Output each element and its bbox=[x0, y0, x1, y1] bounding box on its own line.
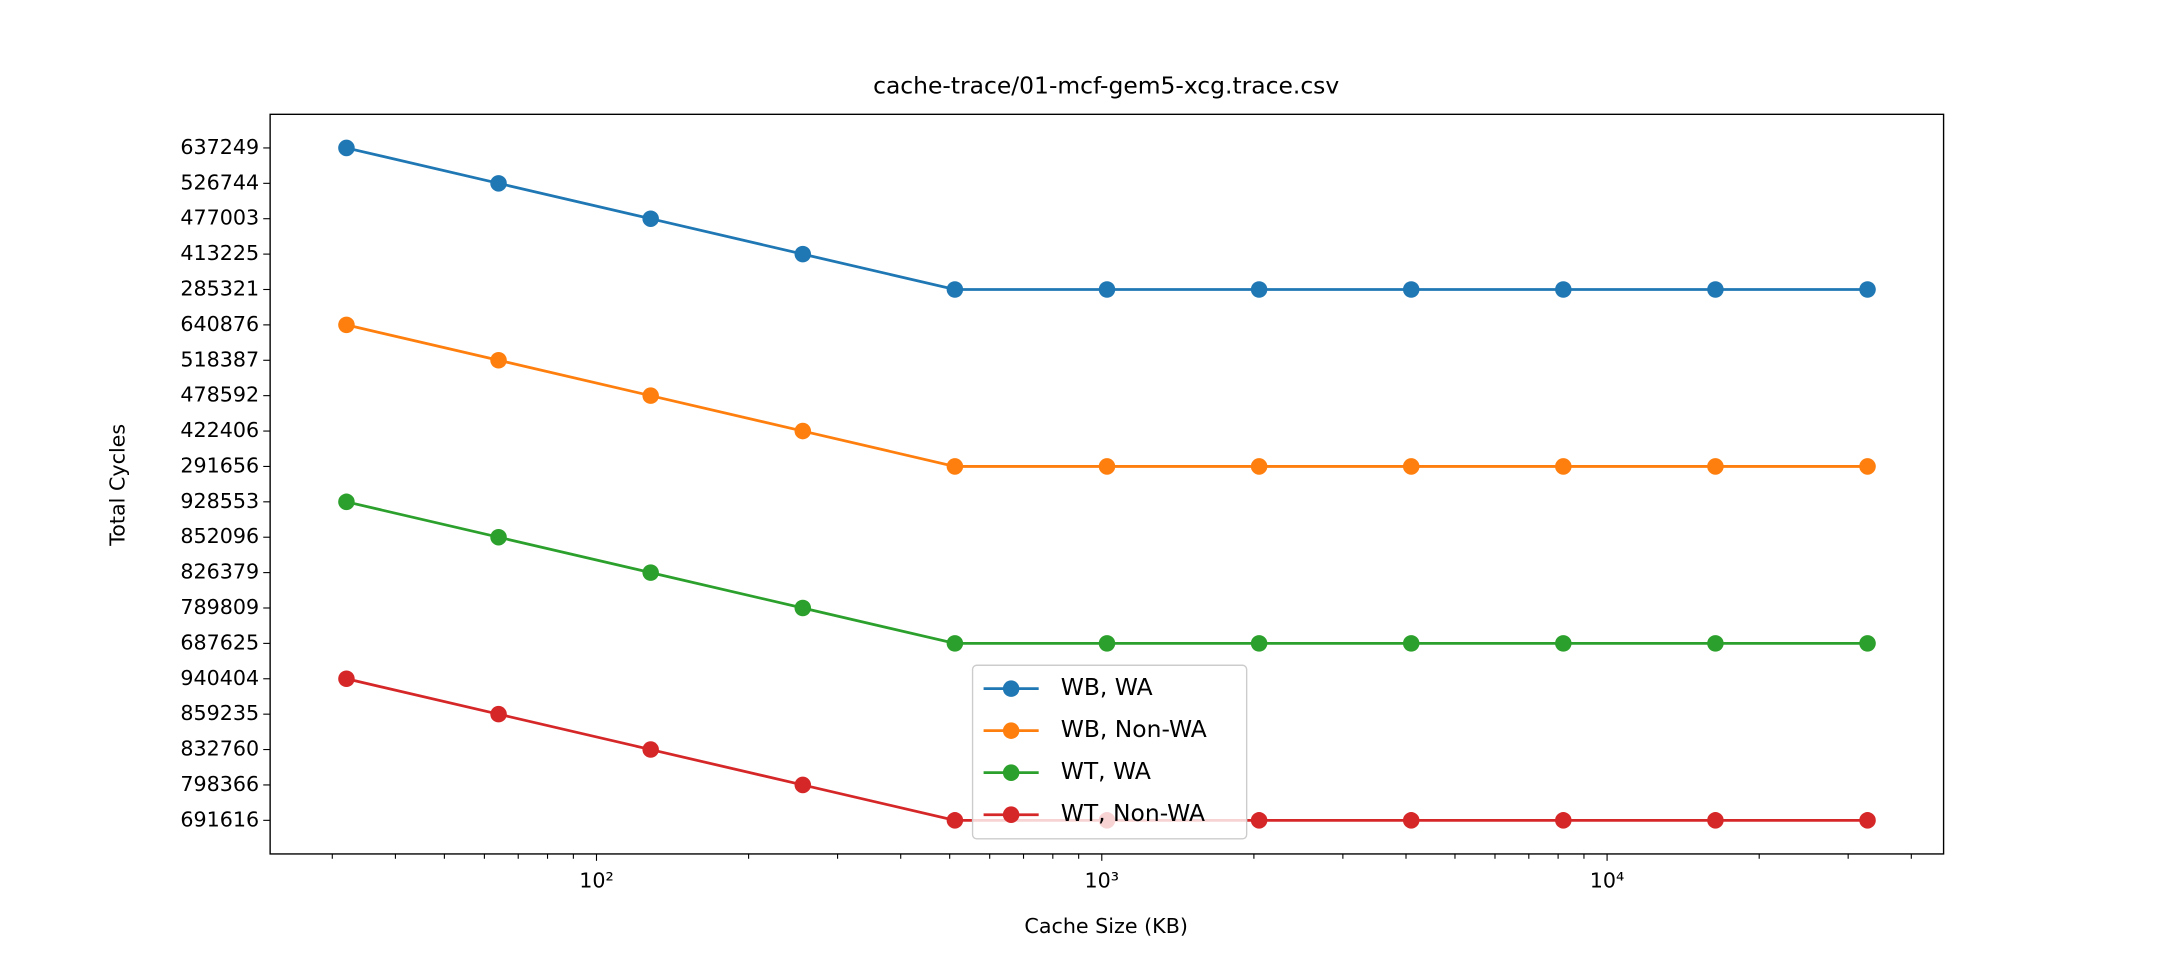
y-tick-label: 691616 bbox=[180, 807, 259, 831]
data-point bbox=[1098, 281, 1116, 298]
series-line bbox=[346, 146, 1868, 291]
data-point bbox=[1555, 458, 1572, 475]
y-tick-label: 640876 bbox=[180, 312, 259, 336]
legend-marker bbox=[1002, 806, 1020, 823]
legend: WB, WA WB, Non-WA WT, WA WT, Non-WA bbox=[971, 664, 1248, 840]
legend-label: WB, Non-WA bbox=[1061, 715, 1207, 743]
data-point bbox=[1555, 635, 1572, 652]
y-axis-label: Total Cycles bbox=[106, 424, 130, 547]
data-point bbox=[946, 635, 964, 652]
data-point bbox=[338, 316, 355, 334]
data-point bbox=[1402, 635, 1420, 652]
data-point bbox=[946, 281, 964, 298]
data-point bbox=[642, 741, 659, 758]
legend-label: WB, WA bbox=[1061, 673, 1153, 701]
y-tick-label: 798366 bbox=[180, 772, 259, 796]
legend-marker bbox=[1002, 764, 1020, 781]
chart-title: cache-trace/01-mcf-gem5-xcg.trace.csv bbox=[873, 71, 1339, 99]
y-tick-label: 413225 bbox=[180, 241, 259, 265]
y-tick-label: 852096 bbox=[180, 524, 259, 548]
data-point bbox=[1555, 281, 1572, 298]
y-tick-label: 940404 bbox=[180, 666, 259, 690]
data-point bbox=[490, 352, 507, 369]
data-point bbox=[490, 705, 507, 723]
data-point bbox=[642, 564, 659, 581]
data-point bbox=[642, 210, 659, 227]
y-tick-label: 478592 bbox=[180, 383, 259, 407]
legend-marker bbox=[1002, 722, 1020, 739]
x-tick-label: 10³ bbox=[1085, 868, 1120, 892]
data-point bbox=[490, 528, 507, 546]
plot-frame bbox=[269, 113, 1945, 855]
data-point bbox=[794, 776, 812, 794]
data-point bbox=[1859, 458, 1876, 475]
data-point bbox=[1859, 281, 1876, 298]
series-line bbox=[346, 500, 1868, 645]
y-tick-label: 687625 bbox=[180, 630, 259, 654]
data-point bbox=[794, 599, 812, 617]
data-point bbox=[1402, 281, 1420, 298]
legend-label: WT, Non-WA bbox=[1061, 799, 1205, 827]
data-point bbox=[338, 139, 355, 157]
y-tick-label: 291656 bbox=[180, 453, 259, 477]
legend-label: WT, WA bbox=[1061, 757, 1151, 785]
data-point bbox=[338, 493, 355, 511]
x-tick-label: 10² bbox=[579, 868, 614, 892]
data-point bbox=[1250, 635, 1268, 652]
y-tick-label: 526744 bbox=[180, 170, 259, 194]
data-point bbox=[1555, 812, 1572, 829]
data-point bbox=[1707, 635, 1724, 652]
data-point bbox=[1402, 812, 1420, 829]
y-tick-label: 789809 bbox=[180, 595, 259, 619]
data-point bbox=[946, 458, 964, 475]
data-point bbox=[338, 670, 355, 688]
legend-marker bbox=[1002, 680, 1020, 697]
y-tick-label: 285321 bbox=[180, 276, 259, 300]
data-point bbox=[946, 812, 964, 829]
y-tick-label: 477003 bbox=[180, 206, 259, 230]
legend-frame bbox=[971, 664, 1248, 840]
data-point bbox=[1859, 812, 1876, 829]
data-point bbox=[642, 387, 659, 404]
data-point bbox=[1707, 458, 1724, 475]
data-point bbox=[1250, 458, 1268, 475]
data-point bbox=[794, 422, 812, 440]
y-tick-label: 832760 bbox=[180, 737, 259, 761]
data-point bbox=[1250, 281, 1268, 298]
y-tick-label: 637249 bbox=[180, 135, 259, 159]
y-tick-label: 422406 bbox=[180, 418, 259, 442]
data-point bbox=[1250, 812, 1268, 829]
data-point bbox=[1402, 458, 1420, 475]
data-point bbox=[1859, 635, 1876, 652]
y-tick-label: 928553 bbox=[180, 489, 259, 513]
series-line bbox=[346, 323, 1868, 468]
data-point bbox=[794, 245, 812, 263]
x-axis-label: Cache Size (KB) bbox=[1024, 914, 1187, 938]
x-tick-label: 10⁴ bbox=[1590, 868, 1625, 892]
y-tick-label: 518387 bbox=[180, 347, 259, 371]
data-point bbox=[1707, 281, 1724, 298]
data-point bbox=[1098, 458, 1116, 475]
y-tick-label: 826379 bbox=[180, 560, 259, 584]
data-point bbox=[1098, 635, 1116, 652]
y-tick-label: 859235 bbox=[180, 701, 259, 725]
data-point bbox=[490, 175, 507, 192]
data-point bbox=[1707, 812, 1724, 829]
